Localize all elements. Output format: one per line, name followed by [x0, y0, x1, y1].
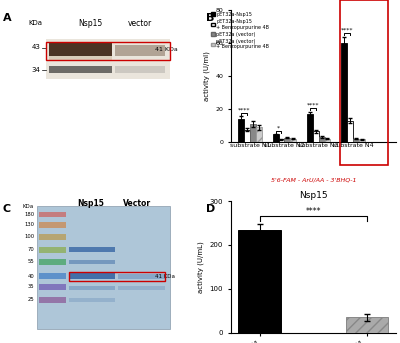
FancyBboxPatch shape [39, 297, 66, 303]
Bar [238, 229, 281, 333]
Text: ****: **** [307, 103, 319, 108]
FancyBboxPatch shape [46, 39, 170, 79]
Text: A: A [3, 13, 12, 23]
FancyBboxPatch shape [115, 66, 165, 73]
Text: 55: 55 [28, 259, 34, 264]
FancyBboxPatch shape [49, 43, 112, 56]
Text: 25: 25 [28, 297, 34, 302]
Bar [324, 139, 330, 142]
FancyBboxPatch shape [39, 284, 66, 289]
Text: 5'6-FAM - ArU/AA - 3'BHQ-1: 5'6-FAM - ArU/AA - 3'BHQ-1 [271, 177, 356, 182]
Bar [250, 124, 256, 142]
FancyBboxPatch shape [49, 66, 112, 73]
Bar [319, 137, 324, 142]
Text: Nsp15: Nsp15 [77, 199, 104, 208]
FancyBboxPatch shape [69, 273, 115, 280]
Text: B: B [206, 13, 214, 23]
Text: 41 KDa: 41 KDa [155, 47, 178, 52]
Bar [284, 138, 290, 142]
Bar [273, 134, 278, 142]
Text: 41 KDa: 41 KDa [155, 274, 175, 279]
FancyBboxPatch shape [49, 56, 112, 60]
Bar [256, 127, 262, 142]
Title: Nsp15: Nsp15 [299, 191, 328, 200]
Text: 40: 40 [28, 274, 34, 279]
FancyBboxPatch shape [69, 298, 115, 303]
Text: *: * [277, 125, 280, 130]
Y-axis label: activity (U/ml): activity (U/ml) [203, 51, 210, 101]
Text: 34: 34 [31, 67, 40, 72]
Bar [359, 139, 365, 142]
Bar [353, 139, 359, 142]
FancyBboxPatch shape [39, 222, 66, 228]
FancyBboxPatch shape [69, 260, 115, 264]
Bar [46, 42, 170, 60]
Text: 180: 180 [24, 212, 34, 217]
Bar [307, 114, 313, 142]
Text: Vector: Vector [122, 199, 151, 208]
Legend: pET32a-Nsp15, pET32a-Nsp15
+ Benzopurpurine 4B, pET32a (vector), pET32a (vector): pET32a-Nsp15, pET32a-Nsp15 + Benzopurpur… [210, 11, 270, 50]
Text: ****: **** [238, 107, 250, 112]
FancyBboxPatch shape [118, 286, 165, 290]
Bar [346, 317, 388, 333]
Bar [238, 119, 244, 142]
Text: 43: 43 [31, 44, 40, 50]
Bar [244, 130, 250, 142]
FancyBboxPatch shape [38, 206, 170, 329]
FancyBboxPatch shape [69, 247, 115, 252]
Text: D: D [206, 204, 215, 214]
Text: C: C [3, 204, 11, 214]
Text: 100: 100 [24, 234, 34, 239]
Text: ****: **** [341, 27, 354, 33]
FancyBboxPatch shape [69, 286, 115, 290]
FancyBboxPatch shape [39, 273, 66, 279]
FancyBboxPatch shape [118, 274, 165, 280]
Text: 70: 70 [28, 247, 34, 252]
FancyBboxPatch shape [39, 247, 66, 253]
Bar [290, 139, 296, 142]
Bar [342, 43, 347, 142]
Text: Nsp15: Nsp15 [78, 19, 102, 28]
FancyBboxPatch shape [39, 259, 66, 264]
Bar [340, 0, 388, 165]
Bar [278, 139, 284, 142]
Text: KDa: KDa [29, 21, 43, 26]
FancyBboxPatch shape [115, 45, 165, 56]
FancyBboxPatch shape [39, 234, 66, 239]
Text: ****: **** [306, 207, 321, 216]
Bar [347, 120, 353, 142]
Bar [69, 272, 165, 281]
Bar [313, 131, 319, 142]
Text: KDa: KDa [23, 204, 34, 209]
FancyBboxPatch shape [39, 212, 66, 217]
Text: 130: 130 [24, 222, 34, 227]
Text: 35: 35 [28, 284, 34, 289]
Y-axis label: activity (U/mL): activity (U/mL) [198, 241, 204, 293]
Text: vector: vector [128, 19, 152, 28]
